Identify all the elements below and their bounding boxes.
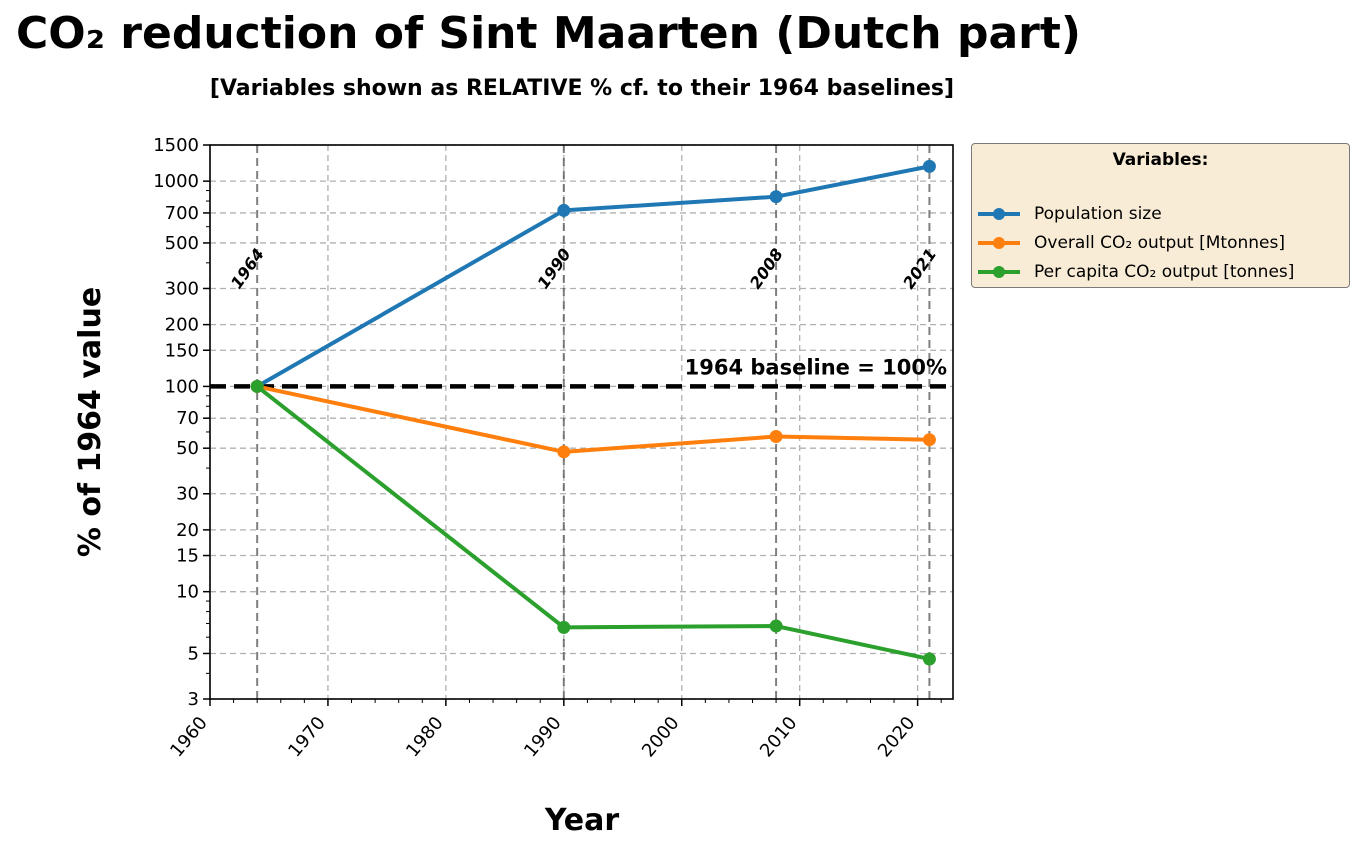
series-line-1 [256, 384, 930, 454]
x-tick-label: 2000 [638, 713, 684, 762]
label-layer: 1964 1990 2008 2021 1964 baseline = 100% Year… [73, 245, 947, 838]
x-tick-label: 1970 [284, 713, 330, 762]
y-tick-label: 500 [165, 233, 199, 254]
legend-title: Variables: [1112, 150, 1209, 170]
vertical-marker-label: 1990 [534, 245, 575, 292]
y-tick-label: 200 [165, 315, 199, 336]
data-point [557, 203, 571, 217]
legend-label-overall-co2: Overall CO₂ output [Mtonnes] [1034, 233, 1285, 253]
y-tick-label: 10 [176, 582, 199, 603]
x-tick-label: 1980 [402, 713, 448, 762]
data-point [557, 620, 571, 634]
y-tick-label: 15 [176, 546, 199, 567]
legend-item-overall-co2: Overall CO₂ output [Mtonnes] [978, 232, 1285, 254]
data-point [769, 430, 783, 444]
data-point [922, 652, 936, 666]
y-tick-label: 700 [165, 203, 199, 224]
x-tick-label: 1990 [520, 713, 566, 762]
y-tick-label: 1000 [153, 171, 199, 192]
chart-title: CO₂ reduction of Sint Maarten (Dutch par… [16, 8, 1081, 59]
legend-swatch-population [978, 203, 1020, 225]
legend-item-per-capita-co2: Per capita CO₂ output [tonnes] [978, 261, 1294, 283]
x-tick-label: 2020 [874, 713, 920, 762]
plot-frame [209, 144, 954, 700]
data-point [557, 445, 571, 459]
y-tick-label: 20 [176, 520, 199, 541]
legend-label-population: Population size [1034, 204, 1162, 224]
vertical-marker-label: 1964 [227, 245, 268, 292]
x-axis-title: Year [544, 803, 620, 838]
data-point [769, 619, 783, 633]
data-point [922, 433, 936, 447]
data-point [250, 379, 264, 393]
vertical-marker-label: 2008 [746, 245, 787, 292]
series-layer [250, 159, 936, 666]
data-point [922, 159, 936, 173]
y-tick-label: 30 [176, 484, 199, 505]
y-tick-label: 70 [176, 408, 199, 429]
y-tick-label: 50 [176, 438, 199, 459]
legend-swatch-overall-co2 [978, 232, 1020, 254]
series-line-0 [256, 164, 930, 389]
y-tick-label: 1500 [153, 135, 199, 156]
grid-layer [209, 144, 953, 700]
x-tick-label: 2010 [756, 713, 802, 762]
series-line-2 [255, 384, 930, 661]
vertical-markers [256, 145, 931, 699]
y-tick-label: 100 [165, 376, 199, 397]
vertical-marker-label: 2021 [899, 245, 940, 292]
y-tick-label: 300 [165, 278, 199, 299]
legend-item-population: Population size [978, 203, 1162, 225]
y-tick-label: 150 [165, 340, 199, 361]
x-tick-label: 1960 [166, 713, 212, 762]
y-axis-title: % of 1964 value [73, 287, 108, 557]
legend: Variables: Population size Overall CO₂ o… [971, 143, 1350, 288]
legend-swatch-per-capita-co2 [978, 261, 1020, 283]
baseline-label: 1964 baseline = 100% [685, 355, 947, 379]
legend-label-per-capita-co2: Per capita CO₂ output [tonnes] [1034, 262, 1295, 282]
chart-subtitle: [Variables shown as RELATIVE % cf. to th… [209, 76, 955, 101]
y-tick-label: 3 [188, 689, 199, 710]
data-point [769, 190, 783, 204]
y-tick-label: 5 [188, 643, 199, 664]
